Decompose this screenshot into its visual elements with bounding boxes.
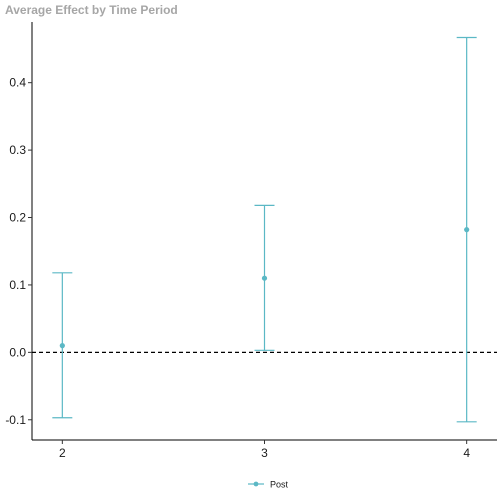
point-estimate-3 (261, 275, 268, 281)
chart-title: Average Effect by Time Period (5, 3, 178, 17)
x-tick-label: 3 (261, 446, 268, 460)
y-tick-label: 0.0 (9, 345, 26, 359)
y-tick-label: -0.1 (5, 413, 26, 427)
x-tick-label: 4 (463, 446, 470, 460)
point-estimate-2 (59, 343, 65, 349)
legend: Post (248, 480, 289, 490)
y-tick-label: 0.1 (9, 278, 26, 292)
legend-key-point (253, 481, 259, 487)
y-tick-label: 0.3 (9, 143, 26, 157)
y-tick-label: 0.4 (9, 76, 26, 90)
point-estimate-4 (464, 227, 470, 233)
y-tick-label: 0.2 (9, 211, 26, 225)
legend-label: Post (270, 480, 289, 490)
x-tick-label: 2 (59, 446, 66, 460)
plot-layer (32, 36, 497, 423)
axis-layer: -0.1 0.0 0.1 0.2 0.3 0.4 2 3 4 (5, 22, 497, 460)
